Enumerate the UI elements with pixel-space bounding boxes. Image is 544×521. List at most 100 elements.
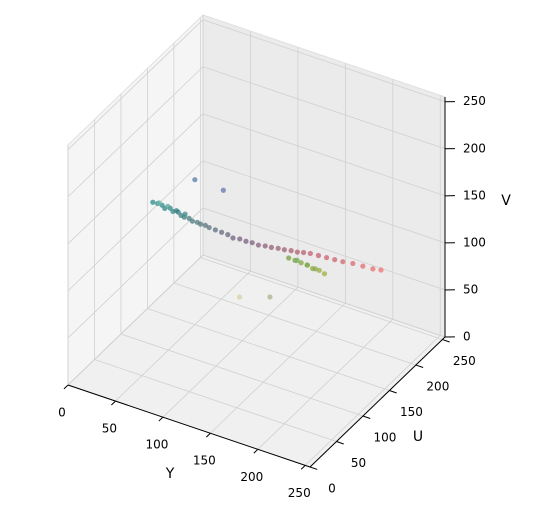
- x-tick-label: 0: [58, 406, 66, 420]
- point: [262, 243, 268, 249]
- y-tick-label: 200: [426, 380, 449, 394]
- grid-line: [67, 160, 204, 292]
- point: [268, 244, 275, 250]
- x-tick-label: 150: [193, 454, 216, 468]
- z-tick-label: 50: [463, 282, 478, 296]
- point: [315, 252, 322, 259]
- point: [237, 236, 243, 242]
- grid-line: [120, 333, 364, 417]
- grid-line: [202, 19, 446, 103]
- grid-line: [94, 359, 337, 442]
- axis-line: [67, 384, 311, 468]
- point: [298, 260, 304, 266]
- z-axis-title: V: [501, 193, 511, 209]
- z-tick-label: 200: [463, 141, 486, 155]
- point: [286, 255, 292, 261]
- point: [220, 187, 226, 193]
- point: [182, 211, 188, 217]
- point: [165, 203, 171, 209]
- grid-line: [162, 286, 299, 418]
- tick-mark: [389, 390, 397, 394]
- x-tick-label: 250: [288, 486, 311, 500]
- z-tick-label: 250: [463, 94, 486, 108]
- grid-line: [67, 66, 204, 198]
- point: [294, 257, 300, 263]
- point: [307, 250, 313, 257]
- grid-line: [115, 270, 251, 402]
- point: [192, 177, 198, 183]
- point: [212, 227, 218, 233]
- grid-line: [210, 302, 346, 434]
- grid-line: [67, 207, 204, 339]
- point: [332, 257, 338, 263]
- point: [300, 249, 307, 256]
- point: [275, 245, 281, 251]
- point: [370, 266, 376, 272]
- z-tick-label: 0: [463, 330, 471, 344]
- y-tick-label: 0: [328, 482, 336, 496]
- grid-line: [147, 308, 390, 391]
- point: [206, 224, 212, 231]
- point: [243, 238, 249, 244]
- grid-line: [304, 335, 441, 466]
- point: [304, 262, 310, 268]
- point: [225, 232, 231, 238]
- tick-mark: [300, 465, 306, 470]
- point: [350, 260, 356, 267]
- tick-mark: [442, 339, 450, 343]
- point: [249, 240, 255, 246]
- grid-line: [67, 113, 204, 245]
- point: [360, 263, 366, 269]
- x-axis-title: Y: [165, 466, 175, 482]
- grid-line: [202, 207, 446, 291]
- grid-line: [67, 19, 204, 150]
- point: [267, 294, 273, 300]
- point: [173, 208, 180, 214]
- x-tick-label: 100: [145, 438, 168, 452]
- x-tick-label: 200: [240, 470, 263, 484]
- x-tick-label: 50: [102, 422, 117, 436]
- z-tick-label: 150: [463, 188, 486, 202]
- tick-mark: [309, 466, 318, 470]
- y-tick-label: 250: [453, 354, 476, 368]
- point: [288, 248, 294, 254]
- tick-mark: [362, 415, 371, 419]
- y-axis-title: U: [413, 429, 423, 445]
- point: [378, 267, 384, 273]
- point: [197, 221, 204, 227]
- grid-line: [202, 160, 446, 244]
- point: [294, 249, 300, 255]
- point: [230, 235, 236, 241]
- point: [312, 266, 318, 272]
- grid-line: [202, 254, 446, 338]
- grid-line: [173, 282, 417, 366]
- y-tick-label: 50: [351, 456, 366, 470]
- tick-mark: [158, 416, 164, 422]
- y-tick-label: 100: [373, 431, 396, 445]
- point: [255, 242, 262, 248]
- tick-mark: [253, 448, 259, 454]
- point: [281, 247, 287, 253]
- point: [340, 259, 346, 265]
- point: [323, 254, 330, 261]
- grid-line: [202, 113, 446, 197]
- point: [321, 271, 328, 277]
- tick-mark: [111, 400, 116, 406]
- grid-line: [202, 66, 446, 150]
- tick-mark: [415, 364, 424, 368]
- z-tick-label: 100: [463, 235, 486, 249]
- point: [156, 200, 162, 206]
- grid-line: [257, 319, 394, 450]
- tick-mark: [336, 441, 344, 445]
- point: [189, 218, 195, 224]
- grid-line: [200, 257, 443, 340]
- y-tick-label: 150: [400, 405, 423, 419]
- grid-line: [67, 254, 204, 386]
- point: [236, 294, 243, 300]
- point: [219, 229, 225, 235]
- point: [150, 199, 156, 205]
- tick-mark: [205, 432, 211, 438]
- tick-mark: [63, 384, 69, 390]
- axis-line: [309, 336, 446, 468]
